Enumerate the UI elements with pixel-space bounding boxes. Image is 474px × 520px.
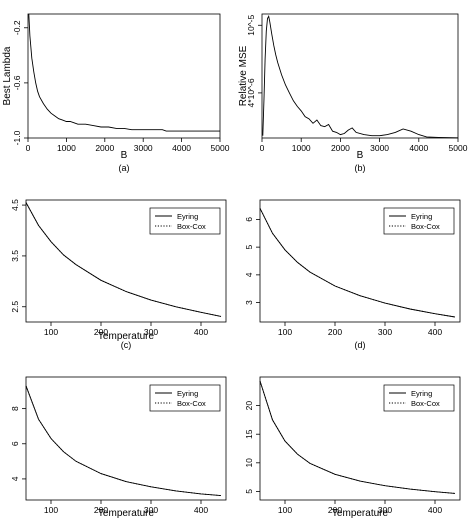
- y-tick-label: 5: [244, 245, 254, 250]
- legend-label: Eyring: [177, 212, 198, 221]
- legend-label: Box-Cox: [411, 222, 440, 231]
- legend-box: [383, 384, 455, 412]
- x-tick-label: 400: [428, 327, 442, 337]
- plot-frame: [25, 376, 227, 501]
- legend-label: Box-Cox: [177, 399, 206, 408]
- legend-label: Eyring: [411, 389, 432, 398]
- y-axis-label: Best Lambda: [2, 46, 13, 105]
- x-axis-label: Temperature: [98, 508, 155, 519]
- x-tick-label: 400: [194, 327, 208, 337]
- y-tick-label: -1.0: [12, 130, 22, 145]
- y-tick-label: 6: [244, 217, 254, 222]
- series-line-box-cox: [25, 202, 222, 317]
- y-tick-label: 4: [10, 476, 20, 481]
- y-tick-label: -0.6: [12, 75, 22, 90]
- x-tick-label: 3000: [134, 143, 153, 153]
- y-tick-label: 15: [244, 429, 254, 439]
- legend-label: Box-Cox: [411, 399, 440, 408]
- x-axis-label: B: [121, 150, 128, 161]
- x-tick-label: 100: [278, 327, 292, 337]
- x-tick-label: 100: [44, 327, 58, 337]
- x-tick-label: 300: [378, 505, 392, 515]
- x-tick-label: 400: [194, 505, 208, 515]
- panel-label: (a): [119, 163, 130, 173]
- x-tick-label: 3000: [370, 143, 389, 153]
- y-tick-label: 5: [244, 489, 254, 494]
- y-tick-label: 20: [244, 401, 254, 411]
- x-tick-label: 300: [144, 327, 158, 337]
- y-tick-label: 6: [10, 441, 20, 446]
- series-line-1: [262, 14, 459, 139]
- x-tick-label: 4000: [172, 143, 191, 153]
- legend-box: [383, 207, 455, 235]
- plot-frame: [259, 376, 461, 501]
- x-tick-label: 400: [428, 505, 442, 515]
- x-axis-label: Temperature: [98, 331, 155, 342]
- y-tick-label: 4*10^-6: [246, 78, 256, 107]
- x-tick-label: 200: [94, 505, 108, 515]
- x-tick-label: 1000: [57, 143, 76, 153]
- series-line-box-cox: [25, 385, 222, 497]
- y-axis-label: Relative MSE: [238, 45, 249, 106]
- x-tick-label: 100: [44, 505, 58, 515]
- x-tick-label: 2000: [331, 143, 350, 153]
- x-tick-label: 5000: [211, 143, 230, 153]
- plot-frame: [259, 199, 461, 323]
- y-tick-label: 4.5: [10, 199, 20, 211]
- legend-box: [149, 384, 221, 412]
- series-line-box-cox: [259, 380, 456, 494]
- x-tick-label: 0: [26, 143, 31, 153]
- panel-label: (d): [355, 340, 366, 350]
- x-tick-label: 1000: [292, 143, 311, 153]
- x-tick-label: 0: [260, 143, 265, 153]
- legend-label: Box-Cox: [177, 222, 206, 231]
- plot-frame: [27, 13, 221, 139]
- x-tick-label: 200: [328, 505, 342, 515]
- y-tick-label: 8: [10, 406, 20, 411]
- plot-frame: [25, 199, 227, 323]
- y-tick-label: 10^-5: [246, 15, 256, 36]
- x-tick-label: 200: [328, 327, 342, 337]
- plot-frame: [261, 13, 459, 139]
- series-line-eyring: [259, 208, 456, 318]
- y-tick-label: -0.2: [12, 20, 22, 35]
- series-line-1: [28, 13, 220, 132]
- x-axis-label: Temperature: [332, 508, 389, 519]
- y-tick-label: 2.5: [10, 301, 20, 313]
- x-tick-label: 5000: [449, 143, 468, 153]
- legend-label: Eyring: [411, 212, 432, 221]
- x-tick-label: 300: [378, 327, 392, 337]
- legend-label: Eyring: [177, 389, 198, 398]
- x-axis-label: B: [357, 150, 364, 161]
- y-tick-label: 4: [244, 272, 254, 277]
- chart-panel-2: 0 1000 2000 3000 4000 5000 4*10^-6 10^-5 B Relati…: [238, 13, 468, 173]
- x-tick-label: 200: [94, 327, 108, 337]
- x-tick-label: 4000: [409, 143, 428, 153]
- y-tick-label: 3.5: [10, 250, 20, 262]
- legend-box: [149, 207, 221, 235]
- y-tick-label: 10: [244, 458, 254, 468]
- x-tick-label: 300: [144, 505, 158, 515]
- y-tick-label: 3: [244, 300, 254, 305]
- panel-label: (c): [121, 340, 132, 350]
- panel-label: (b): [355, 163, 366, 173]
- x-tick-label: 100: [278, 505, 292, 515]
- x-tick-label: 2000: [95, 143, 114, 153]
- chart-panel-1: 0 1000 2000 3000 4000 5000 -1.0 -0.6 -0.2 B Best L…: [2, 13, 230, 173]
